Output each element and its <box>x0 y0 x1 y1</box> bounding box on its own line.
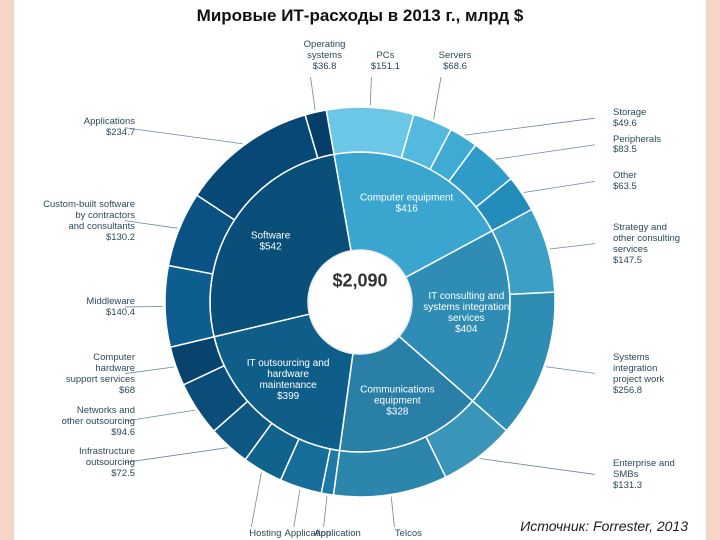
source-label: Источник: Forrester, 2013 <box>520 518 688 534</box>
sunburst-chart: Computer equipment$416IT consulting ands… <box>14 21 706 540</box>
slide-frame: { "title": "Мировые ИТ-расходы в 2013 г.… <box>0 0 720 540</box>
outer-slice <box>165 265 214 347</box>
outer-slice <box>326 107 414 158</box>
